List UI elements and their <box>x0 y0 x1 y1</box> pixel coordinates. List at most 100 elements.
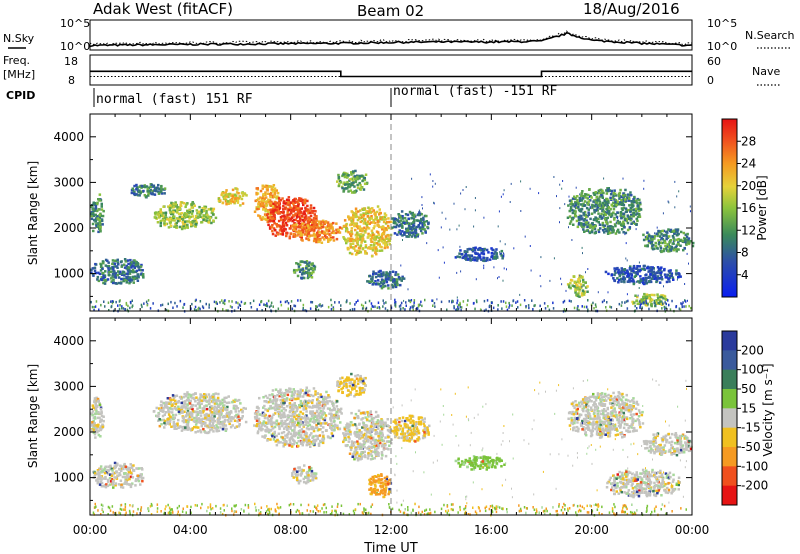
x-tick-label: 08:00 <box>273 523 308 537</box>
velocity-cbar-tick-label: 100 <box>741 363 764 377</box>
velocity-cbar-block <box>722 427 737 448</box>
x-tick-label: 16:00 <box>474 523 509 537</box>
velocity-cbar-block <box>722 389 737 409</box>
velocity-cbar-tick-label: 15 <box>741 401 756 415</box>
x-tick-label: 12:00 <box>374 523 409 537</box>
heatmap-region <box>92 461 145 489</box>
heatmap-region <box>152 391 248 435</box>
heatmap-region <box>342 205 393 258</box>
power-colorbar-ticks: 4 8 12 16 20 24 28 <box>737 134 756 282</box>
cpid-label: CPID <box>6 89 35 102</box>
velocity-cbar-tick-label: 200 <box>741 343 764 357</box>
heatmap-region <box>566 274 589 298</box>
heatmap-region <box>566 187 643 235</box>
velocity-cbar-block <box>722 331 737 351</box>
heatmap-region <box>253 386 343 448</box>
heatmap-region <box>90 258 145 285</box>
heatmap-region <box>291 464 318 485</box>
heatmap-region <box>153 201 218 231</box>
nave-tick-high: 60 <box>707 55 721 68</box>
cpid-mode-2: normal (fast) -151 RF <box>393 84 558 99</box>
velocity-cbar-block <box>722 408 737 429</box>
heatmap-region <box>567 391 645 439</box>
power-cbar-tick-label: 8 <box>741 246 749 260</box>
heatmap-region <box>217 187 248 207</box>
velocity-cbar-tick-label: -200 <box>741 479 768 493</box>
power-cbar-tick-label: 12 <box>741 223 756 237</box>
heatmap-region <box>292 260 317 280</box>
power-data <box>90 169 695 308</box>
heatmap-region <box>642 228 695 254</box>
power-cbar-tick-label: 4 <box>741 268 749 282</box>
plot-title: Adak West (fitACF) <box>93 0 233 18</box>
power-cbar-tick-label: 16 <box>741 201 756 215</box>
power-y-ticks: 1000 2000 3000 4000 <box>53 113 692 297</box>
velocity-data <box>90 372 693 499</box>
nsearch-tick-low: 10^0 <box>707 40 737 53</box>
heatmap-region <box>368 473 393 499</box>
heatmap-region <box>336 372 367 398</box>
x-tick-label: 04:00 <box>173 523 208 537</box>
velocity-panel: 1000 2000 3000 4000 Slant Range [km] 200 100… <box>26 317 775 517</box>
velocity-cbar-block <box>722 447 737 467</box>
velocity-cbar-tick-label: 50 <box>741 382 756 396</box>
mhz-label: [MHz] <box>3 68 35 81</box>
velocity-colorbar-ticks: 200 100 50 15 -15 -50 -100 -200 <box>737 343 768 493</box>
date-label: 18/Aug/2016 <box>583 0 680 18</box>
power-panel: 1000 2000 3000 4000 Slant Range [km] 4 8 12 16… <box>26 113 769 313</box>
noise-search-line <box>89 30 693 46</box>
heatmap-region <box>265 196 318 240</box>
heatmap-region <box>336 169 369 194</box>
heatmap-region <box>454 455 506 471</box>
heatmap-region <box>342 409 393 462</box>
nave-tick-low: 0 <box>707 74 714 87</box>
velocity-cbar-label: Velocity [m s⁻¹] <box>761 363 775 456</box>
y-tick-label: 3000 <box>53 175 84 189</box>
nsky-label: N.Sky <box>3 32 35 45</box>
power-cbar-label: Power [dB] <box>755 175 769 240</box>
x-tick-label: 00:00 <box>73 523 108 537</box>
x-tick-label: 20:00 <box>574 523 609 537</box>
nsearch-label: N.Search <box>745 29 795 42</box>
heatmap-region <box>605 468 681 499</box>
velocity-cbar-tick-label: -15 <box>741 421 761 435</box>
x-axis-label: Time UT <box>363 541 417 554</box>
y-tick-label: 1000 <box>53 267 84 281</box>
heatmap-region <box>604 264 682 286</box>
y-tick-label: 2000 <box>53 221 84 235</box>
heatmap-region <box>292 219 344 244</box>
freq-tick-low: 8 <box>68 74 75 87</box>
nsky-tick-high: 10^5 <box>60 17 90 30</box>
y-tick-label: 3000 <box>53 379 84 393</box>
heatmap-region <box>366 269 406 290</box>
velocity-noise-dots <box>92 378 687 517</box>
freq-label: Freq. <box>3 54 30 67</box>
power-cbar-tick-label: 20 <box>741 179 756 193</box>
power-cbar-tick-label: 28 <box>741 134 756 148</box>
y-tick-label: 1000 <box>53 471 84 485</box>
noise-sky-line <box>89 31 693 48</box>
power-ylabel: Slant Range [km] <box>26 161 40 265</box>
velocity-cbar-block <box>722 350 737 371</box>
power-cbar-tick-label: 24 <box>741 157 756 171</box>
velocity-y-ticks: 1000 2000 3000 4000 <box>53 317 692 501</box>
frequency-line <box>90 70 692 78</box>
nave-label: Nave <box>752 65 780 78</box>
velocity-cbar-tick-label: -50 <box>741 440 761 454</box>
heatmap-region <box>90 193 105 234</box>
cpid-mode-1: normal (fast) 151 RF <box>96 92 253 107</box>
nsky-tick-low: 10^0 <box>60 40 90 53</box>
heatmap-region <box>90 396 105 439</box>
velocity-cbar-block <box>722 466 737 487</box>
noise-panel: N.Sky 10^5 10^0 10^5 10^0 N.Search <box>3 17 795 53</box>
freq-tick-high: 18 <box>64 55 78 68</box>
velocity-cbar-tick-label: -100 <box>741 459 768 473</box>
velocity-cbar-block <box>722 485 737 506</box>
heatmap-region <box>253 184 281 221</box>
heatmap-region <box>130 183 167 199</box>
x-tick-label: 00:00 <box>675 523 710 537</box>
velocity-ylabel: Slant Range [km] <box>26 364 40 468</box>
nsearch-tick-high: 10^5 <box>707 17 737 30</box>
